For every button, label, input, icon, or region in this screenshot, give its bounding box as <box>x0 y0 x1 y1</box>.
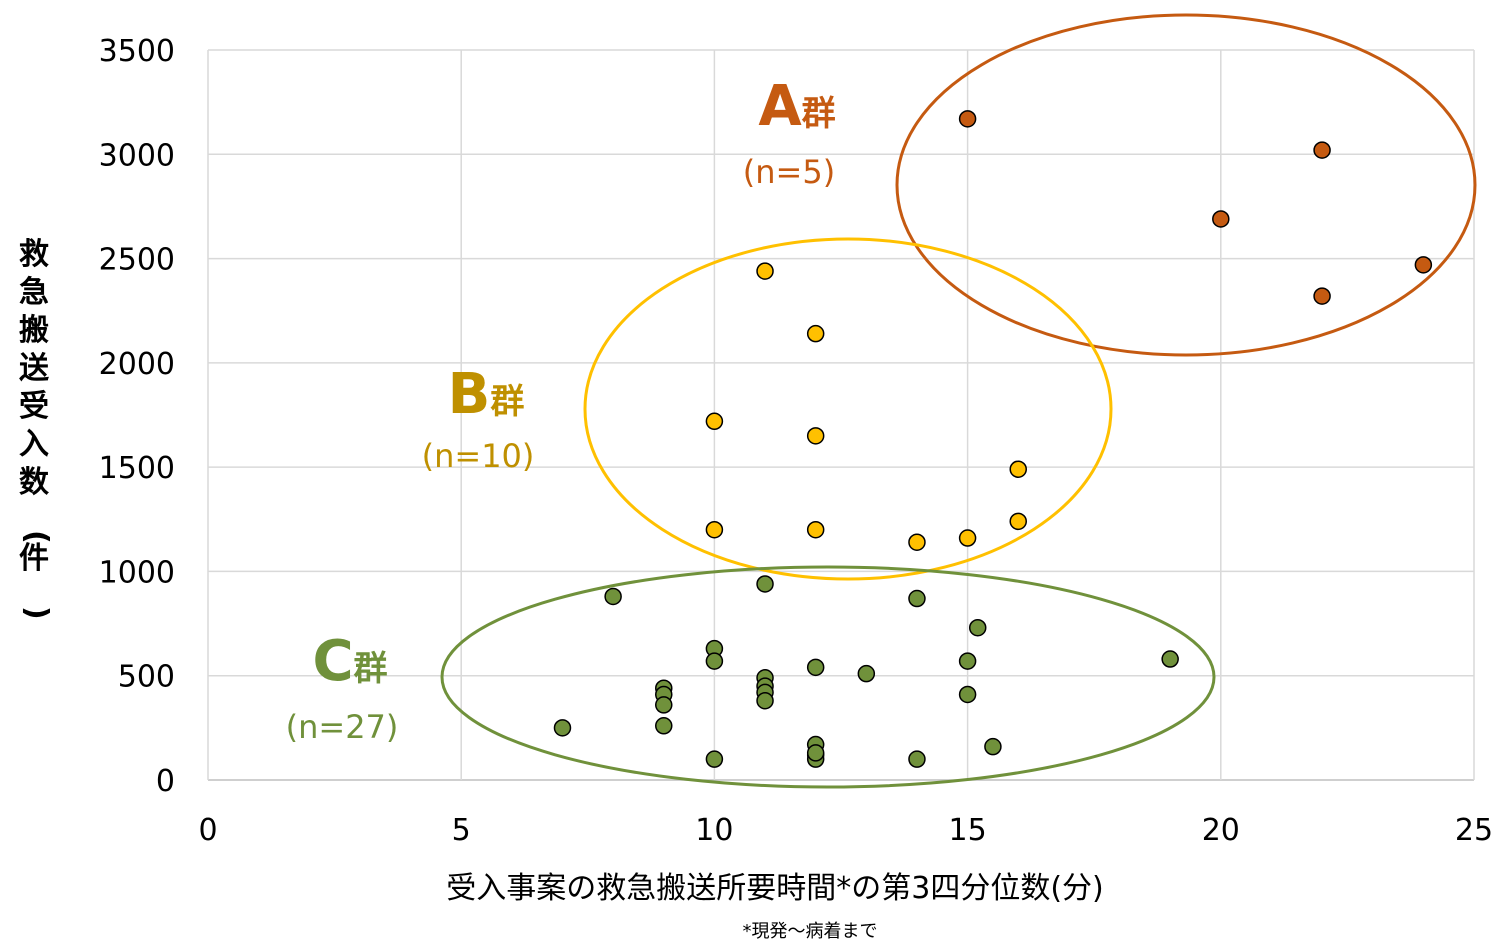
x-tick-label: 25 <box>1455 813 1493 848</box>
data-point-group-c <box>857 664 876 683</box>
data-point-group-c <box>958 685 977 704</box>
data-point-group-b <box>806 520 825 539</box>
data-point-group-c <box>908 589 926 608</box>
group-c-ellipse <box>440 565 1216 789</box>
data-point-group-a <box>1414 256 1433 274</box>
group-c-title: C群 <box>312 629 387 694</box>
data-point-group-c <box>806 658 825 677</box>
group-labels: A群 (n=5) B群 (n=10) C群 (n=27) <box>286 74 836 746</box>
y-tick-label: 500 <box>118 660 175 695</box>
data-point-group-c <box>705 652 724 670</box>
y-axis-label: 救急搬送受入数(件) <box>19 237 54 620</box>
data-point-group-c <box>806 744 825 762</box>
data-point-group-c <box>958 652 977 670</box>
data-point-group-c <box>655 717 673 735</box>
grid-lines <box>207 49 1475 781</box>
x-tick-label: 15 <box>949 813 987 848</box>
data-point-group-b <box>806 324 825 343</box>
y-tick-labels: 0 500 1000 1500 2000 2500 3000 3500 <box>99 34 175 799</box>
data-point-group-c <box>553 719 572 737</box>
y-tick-label: 2500 <box>99 243 175 278</box>
x-tick-labels: 0 5 10 15 20 25 <box>198 813 1493 848</box>
y-tick-label: 1000 <box>99 555 175 590</box>
x-tick-label: 20 <box>1202 813 1240 848</box>
group-a-count: (n=5) <box>743 153 835 191</box>
y-tick-label: 3500 <box>99 34 175 69</box>
data-point-group-a <box>1313 141 1331 159</box>
data-point-group-a <box>958 110 977 128</box>
group-b-count: (n=10) <box>422 437 535 475</box>
data-point-group-c <box>604 587 622 606</box>
group-a-ellipse <box>895 13 1477 357</box>
data-point-group-b <box>908 533 926 551</box>
y-tick-label: 2000 <box>99 347 175 382</box>
x-tick-label: 5 <box>452 813 471 848</box>
data-point-group-c <box>655 696 673 714</box>
group-ellipses <box>440 13 1477 789</box>
data-point-group-b <box>756 262 774 280</box>
group-b-ellipse <box>583 237 1113 581</box>
data-point-group-c <box>984 737 1002 756</box>
x-tick-label: 10 <box>695 813 733 848</box>
footnote: *現発～病着まで <box>743 921 878 942</box>
data-point-group-b <box>806 427 825 445</box>
data-point-group-c <box>705 750 724 768</box>
data-point-group-c <box>756 575 774 593</box>
group-c-count: (n=27) <box>286 708 399 746</box>
data-point-group-b <box>1009 512 1027 531</box>
group-a-title: A群 <box>758 74 835 139</box>
x-axis-label: 受入事案の救急搬送所要時間*の第3四分位数(分) <box>446 871 1104 906</box>
y-tick-label: 0 <box>156 764 175 799</box>
x-tick-label: 0 <box>198 813 217 848</box>
data-point-group-b <box>705 520 724 539</box>
data-point-group-a <box>1313 287 1331 305</box>
data-point-group-c <box>1161 650 1179 668</box>
data-point-group-b <box>1009 460 1027 478</box>
data-point-group-b <box>958 529 977 547</box>
data-point-group-c <box>756 691 774 710</box>
group-b-title: B群 <box>448 362 525 427</box>
data-point-group-b <box>705 412 724 431</box>
y-tick-label: 3000 <box>99 138 175 173</box>
y-tick-label: 1500 <box>99 451 175 486</box>
data-point-group-c <box>968 618 987 637</box>
data-point-group-a <box>1212 210 1230 228</box>
data-point-group-c <box>908 750 926 768</box>
data-points <box>553 110 1433 768</box>
